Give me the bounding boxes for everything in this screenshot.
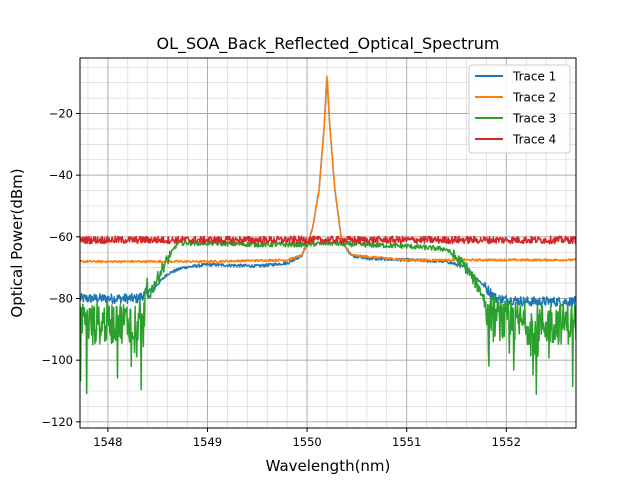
plot-frame — [79, 57, 577, 429]
x-tick-label: 1552 — [492, 435, 521, 449]
x-tick-label: 1548 — [93, 435, 122, 449]
x-tick-label: 1550 — [292, 435, 321, 449]
y-tick-label: −20 — [49, 107, 73, 121]
y-tick-label: −80 — [49, 292, 73, 306]
series-line-4 — [80, 235, 576, 245]
x-tick-label: 1549 — [193, 435, 222, 449]
legend: Trace 1 Trace 2 Trace 3 Trace 4 — [468, 64, 571, 154]
y-tick-label: −120 — [41, 415, 73, 429]
legend-box — [468, 64, 571, 154]
legend-label: Trace 1 — [512, 70, 556, 84]
legend-label: Trace 3 — [512, 112, 556, 126]
series-line-2 — [80, 75, 576, 264]
y-tick-label: −60 — [49, 230, 73, 244]
series-group — [80, 75, 576, 396]
y-tick-label: −100 — [41, 353, 73, 367]
x-tick-label: 1551 — [392, 435, 421, 449]
legend-label: Trace 4 — [512, 133, 556, 147]
y-axis-label: Optical Power(dBm) — [8, 168, 26, 317]
y-tick-label: −40 — [49, 168, 73, 182]
axis-ticks: 1548 1549 1550 1551 1552 −120 −100 −80 −60 −40 −20 — [41, 107, 521, 450]
series-line-3 — [80, 239, 576, 396]
x-axis-label: Wavelength(nm) — [266, 457, 391, 475]
legend-label: Trace 2 — [512, 91, 556, 105]
chart-title: OL_SOA_Back_Reflected_Optical_Spectrum — [156, 34, 499, 54]
